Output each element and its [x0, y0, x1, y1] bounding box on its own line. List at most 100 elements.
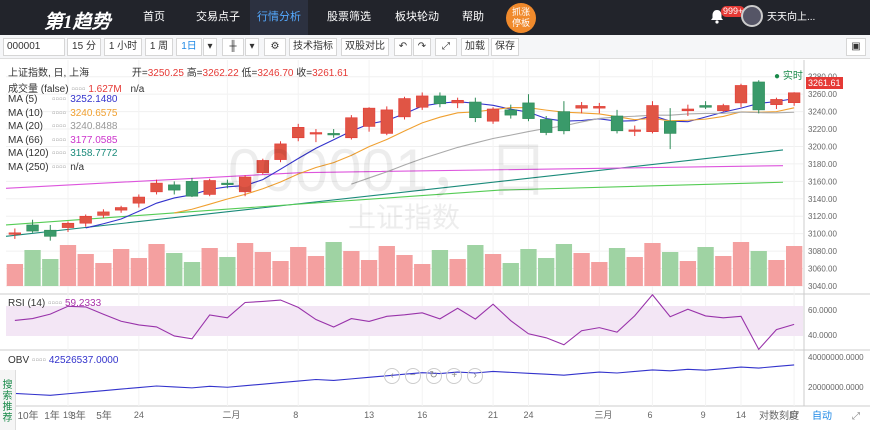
technical-indicators-button[interactable]: 技术指标 — [289, 38, 337, 56]
price-tick: 3260.00 — [808, 90, 837, 99]
candle-body — [168, 184, 181, 191]
ma-name: MA (5) — [8, 94, 38, 105]
ma-options[interactable]: ▫▫▫▫ — [52, 94, 67, 105]
x-tick: 6 — [647, 410, 652, 420]
save-button[interactable]: 保存 — [491, 38, 519, 56]
candle-body — [185, 181, 199, 197]
promo-label: 抓涨 停板 — [511, 7, 530, 28]
settings-button[interactable]: ⚙ — [264, 38, 286, 56]
zoom-out-icon[interactable]: − — [404, 368, 421, 384]
chart-type-dropdown[interactable]: ▾ — [245, 38, 259, 56]
range-5y[interactable]: 5年 — [96, 411, 112, 422]
candle-body — [646, 105, 659, 132]
reset-icon[interactable]: ↻ — [425, 368, 442, 384]
volume-bar — [272, 261, 289, 286]
candle-body — [362, 107, 376, 127]
nav-help[interactable]: 帮助 — [462, 11, 484, 23]
range-3y[interactable]: 3年 — [70, 411, 86, 422]
ma120-line — [5, 149, 784, 237]
legend-low-label: 低= — [241, 68, 258, 79]
logo[interactable]: 第1趋势 — [44, 12, 111, 33]
legend-volume-label: 成交量 (false) — [8, 84, 69, 95]
candle-body — [416, 95, 429, 108]
bell-icon[interactable] — [709, 9, 725, 25]
promo-limit-up-button[interactable]: 抓涨 停板 — [506, 3, 536, 33]
chart-area[interactable]: 3280.003260.003240.003220.003200.003180.… — [0, 60, 870, 430]
ma-value: n/a — [70, 161, 85, 173]
auto-scale-button[interactable]: 自动 — [812, 411, 832, 422]
period-1week[interactable]: 1 周 — [145, 38, 173, 56]
volume-bar — [662, 252, 679, 286]
nav-market-analysis[interactable]: 行情分析 — [250, 0, 308, 35]
volume-bar — [254, 252, 271, 286]
user-name[interactable]: 天天向上... — [767, 12, 816, 23]
avatar[interactable] — [741, 5, 763, 27]
legend-low: 3246.70 — [257, 68, 294, 79]
volume-bar — [59, 245, 77, 286]
volume-bar — [431, 250, 449, 286]
fullscreen-button[interactable]: ⤢ — [435, 38, 457, 56]
compare-stocks-button[interactable]: 双股对比 — [341, 38, 389, 56]
legend-close-label: 收= — [296, 68, 313, 79]
volume-bar — [360, 260, 378, 286]
volume-bar — [236, 243, 254, 286]
candle-body — [132, 196, 145, 204]
range-10y[interactable]: 10年 — [17, 411, 39, 422]
watermark-name: 上证指数 — [348, 202, 461, 233]
period-15min[interactable]: 15 分 — [67, 38, 101, 56]
ma10-line — [174, 107, 795, 214]
ma-options[interactable]: ▫▫▫▫ — [52, 134, 67, 146]
candle-body — [380, 109, 393, 134]
redo-button[interactable]: ↷ — [413, 38, 431, 56]
scroll-right-icon[interactable]: › — [467, 368, 484, 384]
ma-options[interactable]: ▫▫▫▫ — [52, 148, 67, 159]
ma66-line — [5, 165, 784, 189]
candle-body — [203, 180, 216, 195]
volume-bar — [679, 261, 697, 286]
x-tick: 8 — [293, 410, 298, 420]
load-button[interactable]: 加载 — [461, 38, 489, 56]
ma-options[interactable]: ▫▫▫▫ — [52, 107, 67, 119]
chevron-down-icon: ▾ — [207, 41, 213, 52]
ma-options[interactable]: ▫▫▫▫ — [52, 161, 67, 173]
volume-bar — [502, 263, 519, 286]
price-tick: 3180.00 — [808, 160, 837, 169]
candle-body — [734, 85, 748, 104]
period-dropdown[interactable]: ▾ — [203, 38, 217, 56]
chart-type-button[interactable]: ╫ — [222, 38, 244, 56]
candle-body — [345, 117, 358, 139]
period-1hour[interactable]: 1 小时 — [104, 38, 142, 56]
screenshot-button[interactable]: ▣ — [846, 38, 866, 56]
realtime-indicator[interactable]: ● 实时 — [774, 71, 803, 82]
fullscreen-toggle[interactable]: ⤢ — [848, 409, 864, 427]
volume-bar — [307, 256, 325, 286]
candle-body — [309, 132, 323, 135]
nav-trade-ideas[interactable]: 交易点子 — [196, 11, 240, 23]
candle-body — [8, 232, 22, 235]
volume-bar — [697, 247, 714, 286]
range-1y[interactable]: 1年 — [44, 411, 60, 422]
volume-bar — [112, 249, 130, 286]
zoom-in-icon[interactable]: + — [446, 368, 463, 384]
scroll-left-icon[interactable]: ‹ — [384, 368, 400, 384]
x-tick: 三月 — [594, 410, 612, 420]
search-recommend-panel[interactable]: 搜索推荐 — [0, 370, 16, 430]
nav-stock-screener[interactable]: 股票筛选 — [327, 11, 371, 23]
price-tick: 3220.00 — [808, 125, 837, 134]
candle-body — [26, 224, 39, 232]
candle-body — [504, 109, 517, 116]
rsi-tick: 40.0000 — [808, 331, 837, 340]
undo-button[interactable]: ↶ — [394, 38, 412, 56]
period-1day[interactable]: 1日 — [176, 38, 202, 56]
ma-options[interactable]: ▫▫▫▫ — [52, 121, 67, 132]
x-tick: 13 — [364, 410, 374, 420]
volume-bar — [608, 248, 626, 286]
nav-home[interactable]: 首页 — [143, 11, 165, 23]
ma-value: 3177.0585 — [70, 134, 118, 146]
nav-sector-rotation[interactable]: 板块轮动 — [395, 11, 439, 23]
symbol-input[interactable]: 000001 — [3, 38, 65, 56]
candle-body — [787, 92, 801, 103]
candle-body — [97, 211, 110, 216]
chart-svg[interactable]: 3280.003260.003240.003220.003200.003180.… — [0, 60, 870, 430]
log-scale-button[interactable]: 对数刻度 — [759, 411, 799, 422]
